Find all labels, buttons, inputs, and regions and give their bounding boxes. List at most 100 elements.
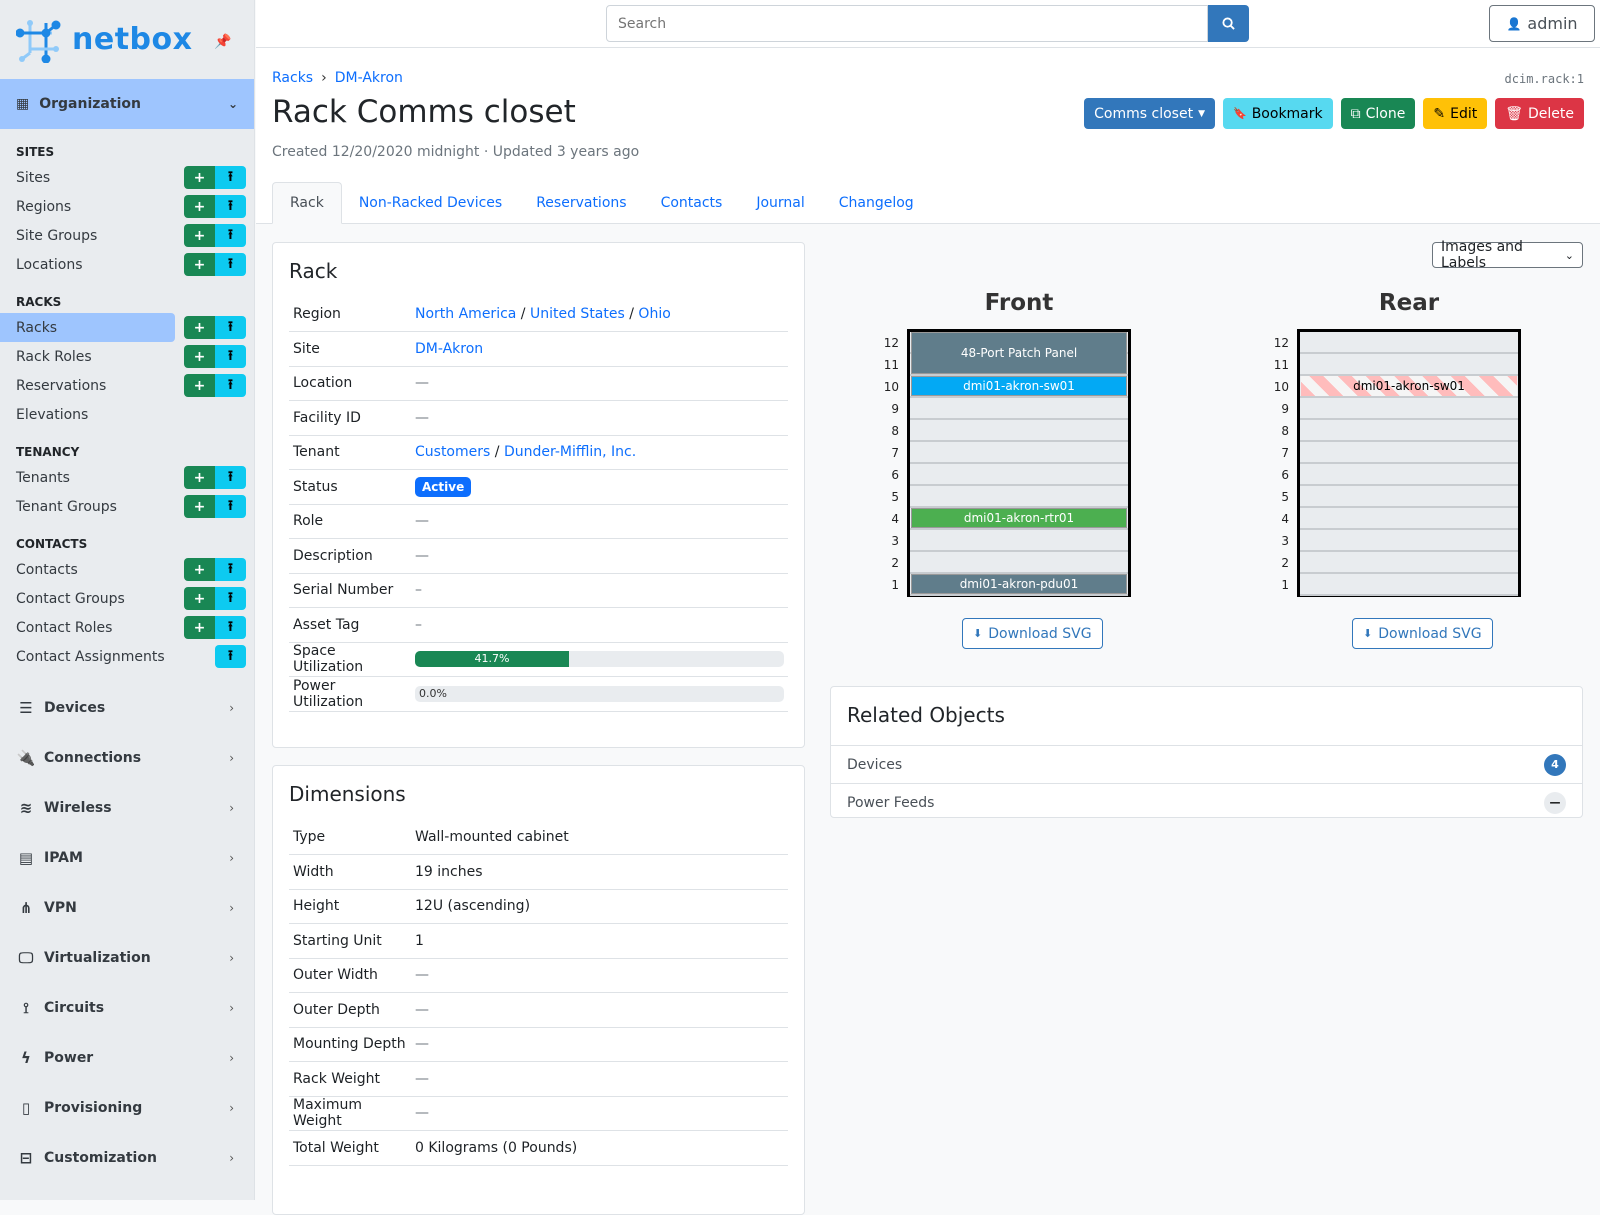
import-button[interactable]: ⭱ <box>215 345 246 368</box>
rack-unit-slot[interactable] <box>1300 332 1518 354</box>
front-download-svg-button[interactable]: ⬇ Download SVG <box>962 618 1103 649</box>
breadcrumb-racks[interactable]: Racks <box>272 70 314 86</box>
menu-group-customization[interactable]: ⊟ Customization › <box>0 1133 254 1183</box>
add-button[interactable]: + <box>184 166 215 189</box>
menu-group-ipam[interactable]: ▤ IPAM › <box>0 833 254 883</box>
import-button[interactable]: ⭱ <box>215 616 246 639</box>
import-button[interactable]: ⭱ <box>215 224 246 247</box>
site-link[interactable]: DM-Akron <box>415 340 484 357</box>
netbox-logo[interactable]: netbox <box>0 0 254 79</box>
rack-unit-slot[interactable] <box>1300 398 1518 420</box>
search-button[interactable] <box>1208 5 1249 42</box>
rack-unit-slot[interactable] <box>910 398 1128 420</box>
rack-unit-slot[interactable] <box>1300 464 1518 486</box>
import-button[interactable]: ⭱ <box>215 166 246 189</box>
add-button[interactable]: + <box>184 253 215 276</box>
sidebar-item-locations[interactable]: Locations + ⭱ <box>0 250 254 279</box>
rack-unit-slot[interactable] <box>910 464 1128 486</box>
menu-group-power[interactable]: ϟ Power › <box>0 1033 254 1083</box>
user-menu-button[interactable]: 👤 admin <box>1489 5 1595 42</box>
menu-group-organization[interactable]: ▦ Organization ⌄ <box>0 79 254 129</box>
tenant-link[interactable]: Dunder-Mifflin, Inc. <box>503 444 637 461</box>
rear-download-svg-button[interactable]: ⬇ Download SVG <box>1352 618 1493 649</box>
region-link[interactable]: United States <box>529 306 625 322</box>
menu-group-circuits[interactable]: ⟟ Circuits › <box>0 983 254 1033</box>
sidebar-item-tenant-groups[interactable]: Tenant Groups + ⭱ <box>0 492 254 521</box>
rack-device[interactable]: dmi01-akron-pdu01 <box>911 574 1127 594</box>
rack-device[interactable]: dmi01-akron-rtr01 <box>911 508 1127 528</box>
delete-button[interactable]: 🗑 Delete <box>1495 98 1584 129</box>
rack-unit-slot[interactable] <box>910 530 1128 552</box>
rack-unit-slot[interactable] <box>910 574 1128 596</box>
rack-unit-slot[interactable] <box>910 508 1128 530</box>
tab-reservations[interactable]: Reservations <box>536 195 627 211</box>
tab-contacts[interactable]: Contacts <box>660 195 723 211</box>
tab-changelog[interactable]: Changelog <box>838 195 914 211</box>
add-button[interactable]: + <box>184 374 215 397</box>
add-button[interactable]: + <box>184 558 215 581</box>
sidebar-item-regions[interactable]: Regions + ⭱ <box>0 192 254 221</box>
add-button[interactable]: + <box>184 224 215 247</box>
sidebar-item-contact-assignments[interactable]: Contact Assignments ⭱ <box>0 642 254 671</box>
sidebar-item-rack-roles[interactable]: Rack Roles + ⭱ <box>0 342 254 371</box>
rack-unit-slot[interactable] <box>1300 376 1518 398</box>
related-object-devices[interactable]: Devices 4 <box>831 745 1582 783</box>
rack-unit-slot[interactable] <box>1300 530 1518 552</box>
search-input[interactable] <box>606 5 1208 42</box>
import-button[interactable]: ⭱ <box>215 495 246 518</box>
sidebar-item-contact-roles[interactable]: Contact Roles + ⭱ <box>0 613 254 642</box>
rack-unit-slot[interactable] <box>1300 574 1518 596</box>
tab-journal[interactable]: Journal <box>756 195 805 211</box>
rack-device[interactable]: dmi01-akron-sw01 <box>1301 376 1517 396</box>
add-button[interactable]: + <box>184 587 215 610</box>
import-button[interactable]: ⭱ <box>215 645 246 668</box>
sidebar-item-sites[interactable]: Sites + ⭱ <box>0 163 254 192</box>
add-button[interactable]: + <box>184 466 215 489</box>
import-button[interactable]: ⭱ <box>215 253 246 276</box>
clone-button[interactable]: ⧉ Clone <box>1340 98 1416 129</box>
related-object-power-feeds[interactable]: Power Feeds — <box>831 783 1582 821</box>
rack-unit-slot[interactable] <box>910 376 1128 398</box>
rack-device[interactable]: 48-Port Patch Panel <box>911 332 1127 374</box>
add-button[interactable]: + <box>184 495 215 518</box>
sidebar-item-site-groups[interactable]: Site Groups + ⭱ <box>0 221 254 250</box>
menu-group-virtualization[interactable]: 🖵 Virtualization › <box>0 933 254 983</box>
menu-group-wireless[interactable]: ≋ Wireless › <box>0 783 254 833</box>
rack-unit-slot[interactable] <box>1300 420 1518 442</box>
region-link[interactable]: North America <box>415 306 517 322</box>
sidebar-item-contact-groups[interactable]: Contact Groups + ⭱ <box>0 584 254 613</box>
tab-non-racked-devices[interactable]: Non-Racked Devices <box>358 195 503 211</box>
region-link[interactable]: Ohio <box>638 306 671 322</box>
import-button[interactable]: ⭱ <box>215 558 246 581</box>
rack-unit-slot[interactable] <box>1300 508 1518 530</box>
sidebar-item-reservations[interactable]: Reservations + ⭱ <box>0 371 254 400</box>
add-button[interactable]: + <box>184 195 215 218</box>
rack-selector-dropdown[interactable]: Comms closet ▼ <box>1084 98 1215 129</box>
rack-unit-slot[interactable] <box>910 420 1128 442</box>
rack-unit-slot[interactable] <box>1300 552 1518 574</box>
menu-group-provisioning[interactable]: ▯ Provisioning › <box>0 1083 254 1133</box>
sidebar-item-racks[interactable]: Racks + ⭱ <box>0 313 246 342</box>
add-button[interactable]: + <box>184 316 215 339</box>
rack-unit-slot[interactable] <box>1300 442 1518 464</box>
import-button[interactable]: ⭱ <box>215 587 246 610</box>
import-button[interactable]: ⭱ <box>215 195 246 218</box>
rack-unit-slot[interactable] <box>1300 486 1518 508</box>
menu-group-connections[interactable]: 🔌 Connections › <box>0 733 254 783</box>
rack-device[interactable]: dmi01-akron-sw01 <box>911 376 1127 396</box>
rack-unit-slot[interactable] <box>910 442 1128 464</box>
import-button[interactable]: ⭱ <box>215 374 246 397</box>
import-button[interactable]: ⭱ <box>215 466 246 489</box>
edit-button[interactable]: ✎ Edit <box>1423 98 1488 129</box>
tenant-link[interactable]: Customers <box>415 444 491 461</box>
elevation-view-select[interactable]: Images and Labels ⌄ <box>1432 239 1583 271</box>
menu-group-vpn[interactable]: ⋔ VPN › <box>0 883 254 933</box>
breadcrumb-site[interactable]: DM-Akron <box>334 70 403 86</box>
rack-unit-slot[interactable] <box>910 552 1128 574</box>
sidebar-item-elevations[interactable]: Elevations <box>0 400 254 429</box>
add-button[interactable]: + <box>184 345 215 368</box>
rack-unit-slot[interactable] <box>1300 354 1518 376</box>
import-button[interactable]: ⭱ <box>215 316 246 339</box>
sidebar-item-contacts[interactable]: Contacts + ⭱ <box>0 555 254 584</box>
bookmark-button[interactable]: 🔖 Bookmark <box>1223 98 1333 129</box>
